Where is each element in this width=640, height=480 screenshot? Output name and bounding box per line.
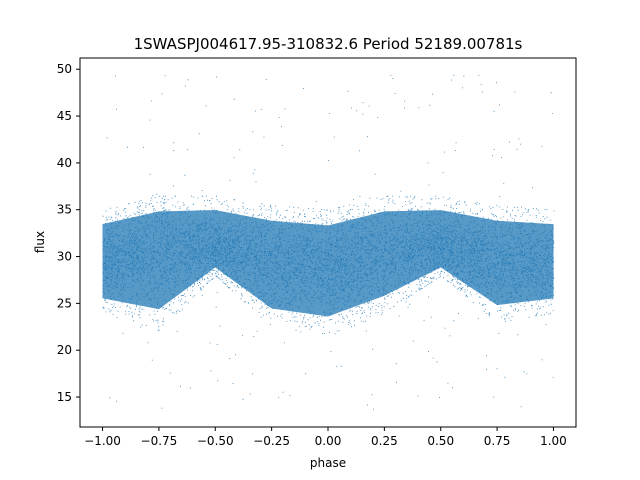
- y-axis: 15 20 25 30 35 40 45 50: [57, 62, 80, 404]
- y-axis-label: flux: [33, 231, 47, 253]
- y-tick-label: 30: [57, 250, 72, 264]
- x-tick-label: 0.50: [427, 434, 454, 448]
- y-tick-label: 45: [57, 109, 72, 123]
- x-tick-label: −0.75: [141, 434, 178, 448]
- y-tick-label: 20: [57, 343, 72, 357]
- x-tick-label: 0.75: [484, 434, 511, 448]
- x-tick-label: −0.25: [253, 434, 290, 448]
- x-tick-label: 1.00: [540, 434, 567, 448]
- chart-title: 1SWASPJ004617.95-310832.6 Period 52189.0…: [134, 35, 523, 53]
- y-tick-label: 35: [57, 203, 72, 217]
- x-axis: −1.00 −0.75 −0.50 −0.25 0.00 0.25 0.50 0.75 1.00: [84, 427, 567, 448]
- y-tick-label: 40: [57, 156, 72, 170]
- x-tick-label: 0.25: [371, 434, 398, 448]
- y-tick-label: 25: [57, 296, 72, 310]
- y-tick-label: 50: [57, 62, 72, 76]
- scatter-points: [102, 74, 555, 410]
- x-tick-label: −0.50: [197, 434, 234, 448]
- x-tick-label: 0.00: [315, 434, 342, 448]
- x-tick-label: −1.00: [84, 434, 121, 448]
- y-tick-label: 15: [57, 390, 72, 404]
- x-axis-label: phase: [310, 456, 346, 470]
